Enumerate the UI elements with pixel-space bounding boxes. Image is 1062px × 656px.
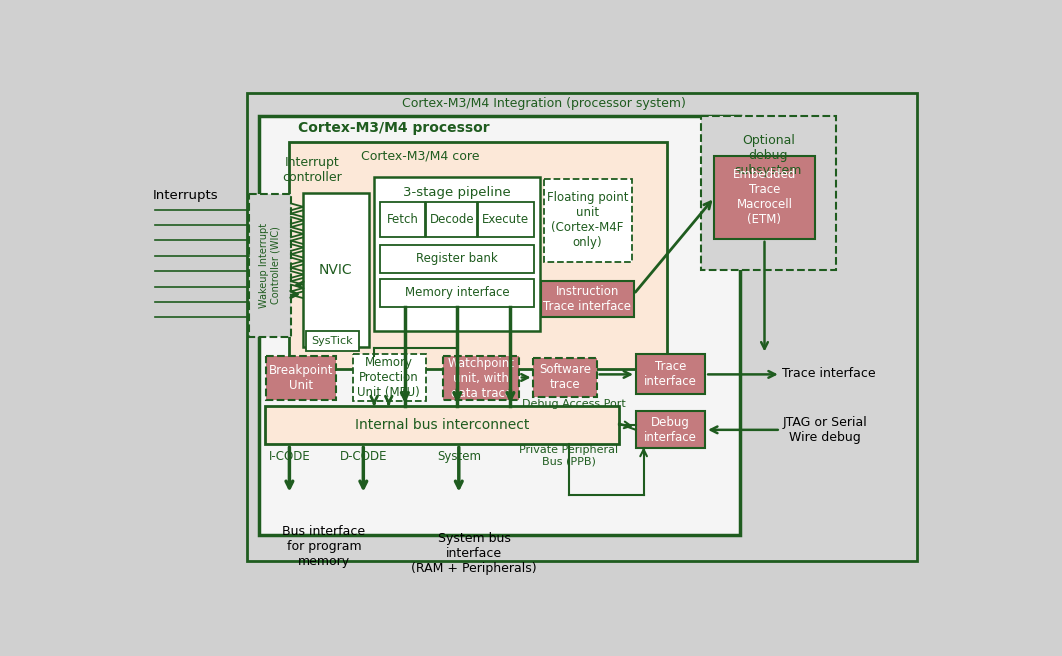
Text: SysTick: SysTick: [312, 337, 354, 346]
Text: JTAG or Serial
Wire debug: JTAG or Serial Wire debug: [783, 416, 867, 444]
Text: Bus interface
for program
memory: Bus interface for program memory: [282, 525, 365, 568]
Text: Interrupts: Interrupts: [153, 190, 219, 202]
Text: NVIC: NVIC: [319, 262, 353, 277]
Bar: [444, 356, 519, 400]
Text: Execute: Execute: [482, 213, 529, 226]
Text: System: System: [436, 449, 481, 462]
Bar: [715, 155, 815, 239]
Text: Private Peripheral
Bus (PPB): Private Peripheral Bus (PPB): [519, 445, 618, 467]
Text: Register bank: Register bank: [416, 253, 498, 266]
Bar: [636, 354, 705, 394]
Bar: [304, 193, 369, 346]
Bar: [374, 177, 539, 331]
Bar: [478, 202, 534, 237]
Text: Wakeup Interrupt
Controller (WIC): Wakeup Interrupt Controller (WIC): [258, 222, 280, 308]
Text: Optional
debug
subsystem: Optional debug subsystem: [735, 134, 802, 177]
Bar: [267, 356, 336, 400]
Text: Decode: Decode: [429, 213, 475, 226]
Text: Watchpoint
unit, with
data trace: Watchpoint unit, with data trace: [448, 357, 515, 400]
Bar: [544, 179, 632, 262]
Text: D-CODE: D-CODE: [340, 449, 387, 462]
Bar: [306, 331, 359, 352]
Text: Cortex-M3/M4 core: Cortex-M3/M4 core: [361, 149, 480, 162]
Text: Memory
Protection
Unit (MPU): Memory Protection Unit (MPU): [357, 356, 421, 399]
Text: Debug
interface: Debug interface: [645, 416, 697, 444]
Bar: [542, 281, 634, 317]
Bar: [380, 245, 534, 273]
Text: System bus
interface
(RAM + Peripherals): System bus interface (RAM + Peripherals): [411, 531, 537, 575]
Text: Debug Access Port: Debug Access Port: [523, 399, 627, 409]
Bar: [290, 142, 667, 369]
Text: Cortex-M3/M4 Integration (processor system): Cortex-M3/M4 Integration (processor syst…: [401, 97, 685, 110]
Bar: [380, 202, 425, 237]
Text: Instruction
Trace interface: Instruction Trace interface: [544, 285, 632, 313]
Text: Embedded
Trace
Macrocell
(ETM): Embedded Trace Macrocell (ETM): [733, 169, 796, 226]
Bar: [247, 92, 917, 561]
Bar: [380, 279, 534, 306]
Text: Cortex-M3/M4 processor: Cortex-M3/M4 processor: [297, 121, 490, 135]
Bar: [264, 406, 619, 445]
Text: Memory interface: Memory interface: [405, 286, 510, 299]
Text: Breakpoint
Unit: Breakpoint Unit: [269, 364, 333, 392]
Bar: [636, 411, 705, 448]
Text: Fetch: Fetch: [387, 213, 418, 226]
Text: Floating point
unit
(Cortex-M4F
only): Floating point unit (Cortex-M4F only): [547, 192, 628, 249]
Text: Software
trace: Software trace: [539, 363, 592, 392]
Bar: [353, 354, 426, 401]
Text: I-CODE: I-CODE: [269, 449, 310, 462]
Bar: [701, 115, 836, 270]
Bar: [427, 202, 477, 237]
Bar: [259, 115, 740, 535]
Bar: [249, 194, 291, 337]
Bar: [533, 358, 597, 397]
Text: Trace interface: Trace interface: [783, 367, 876, 380]
Text: Interrupt
controller: Interrupt controller: [282, 155, 342, 184]
Text: Internal bus interconnect: Internal bus interconnect: [355, 419, 529, 432]
Text: 3-stage pipeline: 3-stage pipeline: [402, 186, 511, 199]
Text: Trace
interface: Trace interface: [645, 360, 697, 388]
